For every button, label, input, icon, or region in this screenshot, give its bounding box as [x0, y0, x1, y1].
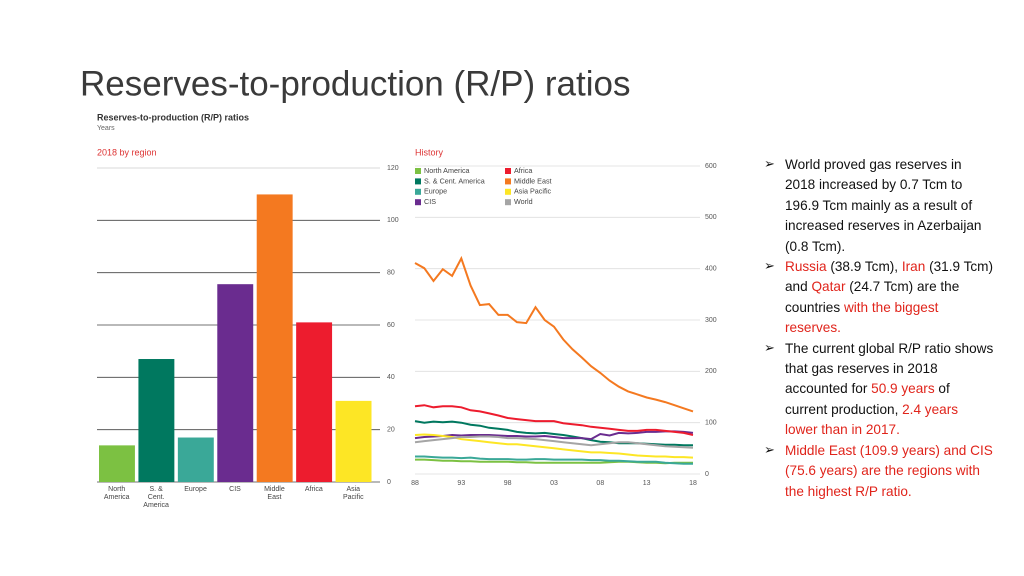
x-tick-label: Middle East: [264, 486, 285, 501]
y-tick-label: 100: [705, 420, 717, 427]
bullet-text: (31.9 Tcm) and: [785, 259, 994, 295]
bullet-text: of current production,: [785, 381, 950, 417]
x-tick-label: 88: [411, 480, 419, 487]
bullet-text: 2.4 years lower than in 2017.: [785, 401, 959, 438]
y-tick-label: 60: [387, 322, 395, 329]
bullet-text: Middle East (109.9 years) and CIS (75.6 …: [785, 442, 993, 499]
x-tick-label: 98: [504, 480, 512, 487]
x-tick-label: 93: [457, 480, 465, 487]
y-tick-label: 0: [705, 471, 709, 478]
bullet-item: World proved gas reserves in 2018 increa…: [764, 155, 994, 257]
line-series: [414, 430, 694, 441]
bullet-text: Iran: [901, 259, 926, 275]
bar: [99, 445, 135, 482]
y-tick-label: 600: [705, 163, 717, 170]
x-tick-label: Africa: [304, 486, 323, 493]
line-series: [415, 455, 693, 465]
line-series: [414, 435, 694, 449]
chart-title: History: [415, 147, 444, 157]
bullet-list: World proved gas reserves in 2018 increa…: [764, 155, 994, 502]
x-tick-label: 03: [550, 480, 558, 487]
bullet-item: The current global R/P ratio shows that …: [764, 339, 994, 441]
line-series: [414, 433, 694, 459]
legend-swatch: [415, 199, 421, 206]
x-tick-label: 18: [689, 480, 697, 487]
legend-label: S. & Cent. America: [424, 176, 485, 185]
legend-label: Europe: [424, 187, 447, 196]
slide-title: Reserves-to-production (R/P) ratios: [80, 64, 630, 103]
y-tick-label: 80: [387, 270, 395, 277]
y-tick-label: 200: [705, 368, 717, 375]
figure-unit: Years: [97, 125, 115, 132]
bullet-text: (38.9 Tcm),: [826, 259, 902, 275]
x-tick-label: Europe: [184, 486, 207, 493]
legend-swatch: [415, 168, 421, 174]
x-tick-label: North America: [103, 486, 130, 501]
bar: [256, 194, 293, 482]
y-tick-label: 300: [705, 317, 717, 324]
legend-label: CIS: [424, 197, 436, 206]
bar: [217, 284, 254, 482]
bar: [138, 359, 175, 482]
y-tick-label: 120: [387, 165, 399, 172]
line-series: [414, 404, 694, 436]
bullet-text: Russia: [785, 259, 827, 275]
x-tick-label: Asia Pacific: [342, 486, 364, 501]
line-series: [414, 255, 694, 413]
bullet-text: The current global R/P ratio shows that …: [785, 340, 994, 397]
legend-swatch: [505, 178, 511, 185]
bullet-item: Middle East (109.9 years) and CIS (75.6 …: [764, 441, 994, 502]
figure-title: Reserves-to-production (R/P) ratios: [97, 112, 249, 122]
bullet-text: with the biggest reserves.: [785, 299, 939, 336]
chart-title: 2018 by region: [97, 147, 157, 157]
legend-swatch: [415, 188, 421, 195]
bar: [296, 322, 333, 482]
y-tick-label: 500: [705, 214, 717, 221]
bar: [177, 437, 214, 482]
x-tick-label: 08: [596, 480, 604, 487]
y-tick-label: 100: [387, 217, 399, 224]
bullet-item: Russia (38.9 Tcm), Iran (31.9 Tcm) and Q…: [764, 257, 994, 339]
y-tick-label: 40: [387, 374, 395, 381]
x-tick-label: CIS: [229, 486, 241, 493]
bullet-text: (24.7 Tcm) are the countries: [785, 279, 960, 315]
x-tick-label: 13: [643, 480, 651, 487]
bullet-text: World proved gas reserves in 2018 increa…: [785, 157, 982, 254]
legend-label: Middle East: [514, 176, 552, 185]
legend-label: Asia Pacific: [514, 187, 552, 196]
x-tick-label: S. & Cent. America: [143, 486, 169, 509]
bullet-text: Qatar: [811, 279, 846, 295]
legend-swatch: [505, 199, 511, 206]
bar: [335, 400, 372, 482]
legend-swatch: [415, 178, 421, 185]
legend-label: Africa: [514, 166, 532, 175]
legend-label: North America: [424, 166, 470, 175]
bullet-text: 50.9 years: [871, 381, 935, 397]
legend-swatch: [505, 188, 511, 195]
y-tick-label: 400: [705, 266, 717, 273]
y-tick-label: 20: [387, 427, 395, 434]
legend-swatch: [505, 168, 511, 174]
y-tick-label: 0: [387, 479, 391, 486]
legend-label: World: [514, 197, 533, 206]
